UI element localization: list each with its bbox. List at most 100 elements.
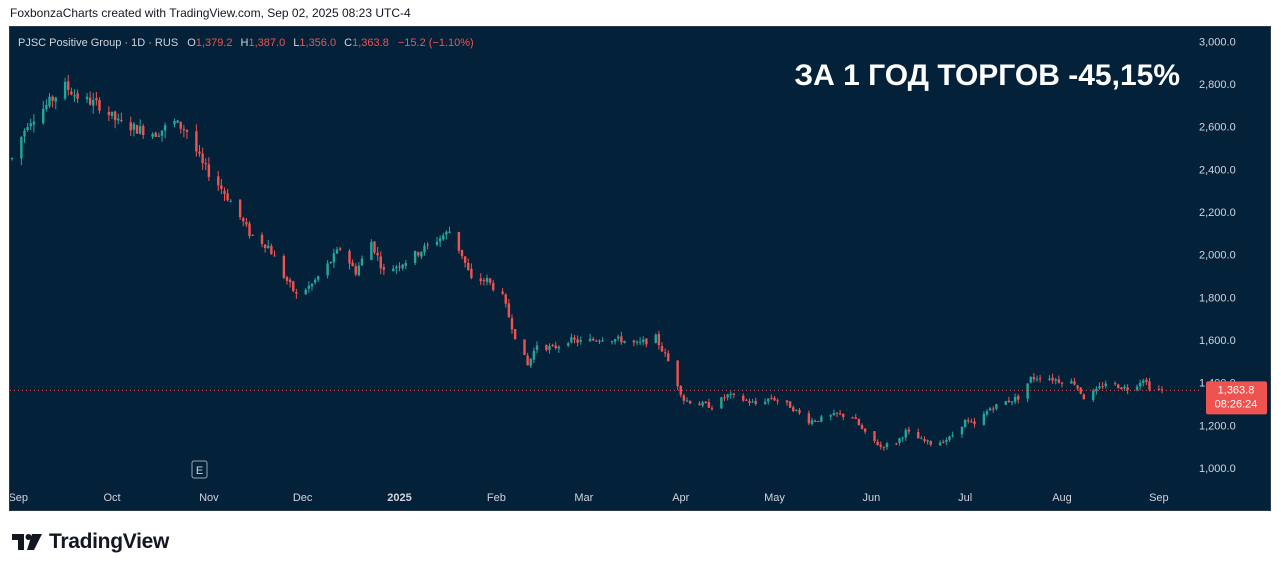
candle-body <box>154 132 157 137</box>
candle <box>723 394 726 402</box>
candle-body <box>532 350 536 360</box>
candle-body <box>1117 384 1120 389</box>
candle-body <box>688 400 692 404</box>
candle-body <box>926 440 929 442</box>
x-tick-label: Sep <box>1149 492 1169 504</box>
candle-body <box>10 158 14 160</box>
candle <box>392 265 395 272</box>
candle-body <box>379 256 382 269</box>
candle <box>745 398 748 402</box>
time-axis: Sep Oct Nov Dec 2025 Feb Mar Apr May Jun Jul Aug Sep <box>10 492 1169 504</box>
candle-body <box>1142 380 1145 383</box>
candle <box>1157 385 1161 391</box>
candle-body <box>557 346 561 349</box>
candle <box>20 136 23 166</box>
candle <box>373 241 376 255</box>
legend-symbol: PJSC Positive Group · 1D · RUS O1,379.2 … <box>18 37 474 49</box>
candle-body <box>360 258 364 266</box>
candle-body <box>1138 382 1142 387</box>
candle-body <box>182 129 186 131</box>
candle <box>1054 377 1057 385</box>
candle-body <box>95 98 98 101</box>
candle <box>1029 376 1032 384</box>
candle <box>1160 386 1164 394</box>
candle-body <box>129 122 132 131</box>
candle <box>1035 375 1039 382</box>
candle-body <box>401 264 404 269</box>
candle <box>182 124 186 138</box>
candle <box>485 274 489 286</box>
candle-body <box>701 402 704 406</box>
candle <box>467 258 470 271</box>
candle-body <box>329 262 332 264</box>
candle <box>860 423 864 430</box>
candle-body <box>985 411 989 415</box>
candle-body <box>970 421 973 423</box>
candle <box>304 288 307 296</box>
candle-body <box>326 263 329 276</box>
y-tick-label: 1,800.0 <box>1199 292 1236 304</box>
candle <box>129 116 132 136</box>
candle <box>773 396 776 402</box>
candle <box>570 333 573 344</box>
candle <box>417 251 420 258</box>
candle-body <box>960 426 964 435</box>
candle <box>967 417 970 424</box>
candle <box>173 118 176 128</box>
candle-body <box>685 400 689 402</box>
candle <box>151 132 154 140</box>
candle-body <box>723 397 726 399</box>
candlestick-chart[interactable]: 1,000.01,200.01,400.01,600.01,800.02,000… <box>10 27 1271 511</box>
candle <box>29 118 32 131</box>
event-marker[interactable]: E <box>191 460 208 479</box>
candle <box>1004 400 1007 406</box>
candle <box>551 343 554 347</box>
candle-body <box>492 283 495 291</box>
candle-body <box>745 399 748 401</box>
candle-body <box>770 397 773 399</box>
candle <box>879 441 882 450</box>
candle-body <box>267 245 270 249</box>
candle <box>217 171 220 191</box>
candle <box>48 93 51 109</box>
candle <box>707 398 711 409</box>
candle <box>423 242 426 256</box>
last-price-countdown: 08:26:24 <box>1215 398 1258 410</box>
candle <box>567 341 570 348</box>
candle-body <box>442 235 445 240</box>
candle-body <box>351 262 354 267</box>
candle-body <box>98 99 101 111</box>
candle <box>610 340 614 345</box>
candle-body <box>710 407 714 409</box>
candle-body <box>882 446 886 448</box>
candle <box>901 436 904 442</box>
candle-body <box>895 443 898 445</box>
candle <box>632 339 636 347</box>
candle <box>401 263 404 271</box>
event-marker-letter: E <box>196 465 203 477</box>
tradingview-logo[interactable]: TradingView <box>12 530 169 554</box>
candle-body <box>663 352 667 354</box>
candle-body <box>601 340 604 342</box>
candle-body <box>1098 386 1101 389</box>
headline: ЗА 1 ГОД ТОРГОВ -45,15% <box>794 59 1180 92</box>
candle-body <box>592 338 595 341</box>
candle <box>785 400 789 406</box>
candle-body <box>857 419 861 426</box>
candle <box>67 74 70 96</box>
candle-body <box>445 231 448 235</box>
candle-body <box>179 121 182 129</box>
candle <box>1048 375 1051 382</box>
candle <box>326 260 329 279</box>
candle <box>742 393 745 402</box>
last-price-tag: 1,363.8 08:26:24 <box>1206 381 1267 415</box>
candle <box>1120 386 1123 390</box>
chart-panel[interactable]: 1,000.01,200.01,400.01,600.01,800.02,000… <box>9 26 1271 511</box>
legend-close-label: C <box>344 37 352 49</box>
candle <box>395 264 398 274</box>
candle <box>426 242 429 250</box>
candle-body <box>348 250 351 264</box>
legend-low-value: 1,356.0 <box>299 37 336 49</box>
candle <box>335 246 339 255</box>
candle <box>535 341 539 354</box>
